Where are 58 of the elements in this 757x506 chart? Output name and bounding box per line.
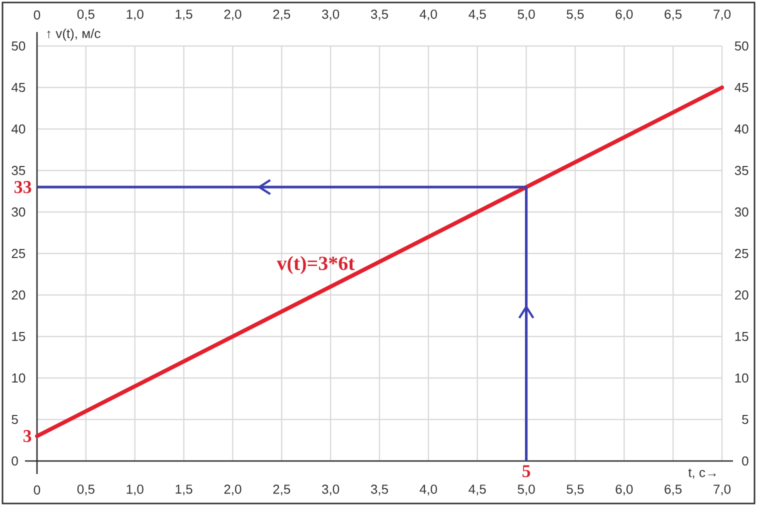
x2-tick-label: 3,5 — [370, 10, 388, 20]
y-tick-label: 45 — [12, 82, 26, 92]
y2-tick-label: 45 — [734, 82, 748, 92]
text: 33 — [14, 181, 32, 194]
y-tick-label: 10 — [12, 373, 26, 383]
x-tick-label: 0 — [34, 485, 40, 495]
x-tick-label: 5,5 — [566, 484, 584, 496]
x-tick-label: 6,0 — [616, 484, 633, 496]
y-tick-label: 30 — [12, 207, 26, 217]
x2-tick-label: 2,5 — [273, 10, 290, 20]
x-axis-title: t, с→ — [688, 468, 716, 479]
text: 3 — [23, 430, 32, 442]
x2-tick-label: 4,5 — [468, 10, 486, 20]
x-tick-label: 4,0 — [420, 484, 437, 496]
x-tick-label: 3,0 — [322, 484, 340, 496]
y2-tick-label: 15 — [735, 332, 748, 342]
x2-tick-label: 6,0 — [616, 10, 633, 20]
x-tick-label: 2,5 — [273, 484, 290, 496]
y2-tick-label: 25 — [735, 248, 748, 258]
y2-tick-label: 30 — [734, 207, 748, 217]
y2-tick-label: 50 — [734, 41, 748, 51]
y-tick-label: 40 — [12, 124, 26, 134]
y-axis-title: ↑ v(t), м/с — [47, 28, 100, 41]
x-tick-label: 1,5 — [176, 484, 192, 496]
x-tick-label: 6,5 — [664, 484, 682, 496]
y2-tick-label: 35 — [734, 166, 748, 176]
y2-tick-label: 40 — [734, 124, 748, 134]
y-tick-label: 20 — [12, 290, 26, 300]
x2-tick-label: 1,5 — [176, 10, 192, 20]
x-tick-label: 1,0 — [126, 484, 144, 496]
x2-tick-label: 3,0 — [322, 10, 340, 20]
x2-tick-label: 6,5 — [664, 10, 682, 20]
y-tick-label: 25 — [12, 248, 26, 258]
x2-tick-label: 5,0 — [518, 10, 535, 20]
x2-tick-label: 5,5 — [566, 10, 584, 20]
x2-tick-label: 0 — [34, 10, 40, 20]
x2-tick-label: 4,0 — [420, 10, 437, 20]
y2-tick-label: 10 — [735, 373, 748, 383]
x-tick-label: 5,0 — [518, 484, 535, 496]
text: 5 — [522, 465, 530, 478]
x-tick-label: 7,0 — [714, 484, 731, 496]
x2-tick-label: 0,5 — [77, 10, 94, 20]
x-tick-label: 0,5 — [77, 484, 94, 496]
x2-tick-label: 7,0 — [714, 10, 731, 20]
x-tick-label: 3,5 — [370, 484, 388, 496]
y2-tick-label: 5 — [742, 414, 748, 424]
y-tick-label: 5 — [12, 414, 18, 424]
y-tick-label: 0 — [12, 456, 18, 466]
y2-tick-label: 20 — [735, 290, 748, 300]
y-tick-label: 50 — [12, 41, 26, 51]
x-tick-label: 2,0 — [224, 484, 242, 496]
y-tick-label: 15 — [12, 332, 26, 342]
y-tick-label: 35 — [12, 166, 26, 176]
x-tick-label: 4,5 — [468, 484, 486, 496]
x2-tick-label: 2,0 — [224, 10, 242, 20]
y2-tick-label: 0 — [742, 456, 748, 466]
x2-tick-label: 1,0 — [126, 10, 144, 20]
annotation: v(t)=3*6t — [276, 256, 355, 274]
